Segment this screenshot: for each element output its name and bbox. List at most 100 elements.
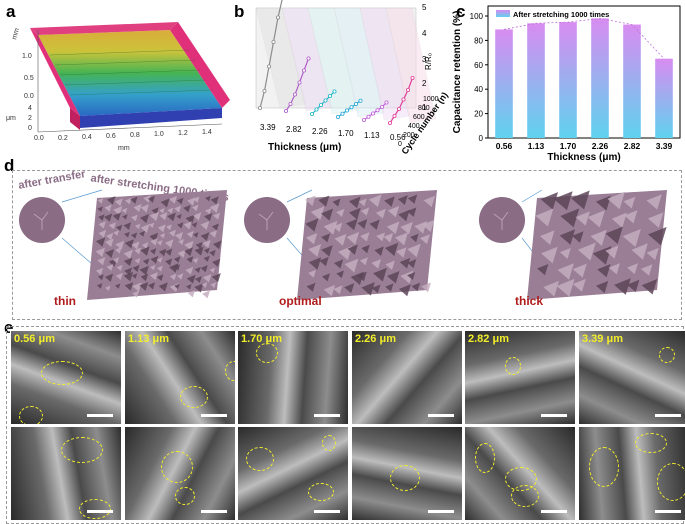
fold-facet	[115, 283, 121, 289]
fold-facet	[105, 285, 111, 291]
sem-image: 0.56 μm	[10, 330, 122, 425]
fold-facet	[98, 229, 107, 238]
panel-a-letter: a	[6, 2, 16, 21]
thickness-tick: 1.13	[364, 131, 380, 140]
fold-facet	[165, 239, 174, 248]
fold-facet	[421, 282, 431, 293]
fold-facet	[134, 258, 141, 264]
fold-facet	[132, 264, 140, 272]
fold-facet	[108, 222, 116, 230]
fold-facet	[595, 195, 611, 211]
fold-facet	[173, 256, 181, 263]
fold-facet	[648, 226, 667, 246]
panel-c-x-label: Thickness (μm)	[547, 152, 620, 163]
fold-facet	[139, 230, 146, 237]
fold-facet	[334, 233, 347, 246]
fold-facet	[165, 248, 173, 256]
fold-facet	[611, 212, 627, 228]
fold-facet	[400, 270, 414, 284]
panel-c-chart: 0 20 40 60 80 100 0.56 1.13 1.70 2.26 2.82 3.39 Aft…	[452, 5, 681, 163]
fold-facet	[130, 196, 138, 204]
inset-fold	[258, 211, 274, 230]
fold-facet	[590, 229, 607, 246]
data-point	[336, 115, 341, 120]
highlight-ring	[19, 406, 43, 424]
fold-facet	[356, 271, 367, 282]
state-label-thin: thin	[54, 294, 76, 308]
data-point	[284, 109, 289, 114]
state-label-optimal: optimal	[279, 294, 322, 308]
fold-facet	[386, 221, 400, 235]
data-point	[358, 98, 363, 103]
fold-facet	[166, 224, 172, 231]
fold-facet	[347, 244, 358, 255]
fold-facet	[348, 196, 361, 209]
panel-a-x-tick: 0.0	[34, 135, 44, 142]
scale-bar	[541, 414, 567, 417]
fold-facet	[399, 257, 411, 269]
fold-facet	[395, 232, 409, 246]
fold-facet	[422, 219, 435, 232]
leader-line	[61, 189, 103, 203]
fold-facet	[572, 278, 586, 292]
fold-facet	[156, 257, 163, 263]
sem-image: 2.26 μm	[351, 330, 463, 425]
fold-facet	[383, 232, 394, 243]
fold-facet	[139, 265, 149, 276]
highlight-ring	[61, 437, 103, 463]
membrane-illustrations	[19, 189, 667, 300]
fold-facet	[210, 282, 217, 289]
fold-facet	[358, 198, 367, 207]
fold-facet	[168, 229, 176, 237]
fold-facet	[360, 207, 370, 216]
fold-facet	[646, 194, 662, 210]
data-point	[293, 92, 298, 97]
fold-facet	[134, 247, 142, 255]
thickness-tick: 1.70	[338, 129, 354, 138]
data-point	[401, 97, 406, 102]
fold-facet	[156, 240, 163, 246]
fold-facet	[575, 211, 590, 226]
fold-facet	[124, 231, 130, 238]
fold-facet	[623, 196, 636, 209]
fold-facet	[142, 258, 150, 265]
fold-facet	[115, 272, 123, 280]
data-point	[319, 103, 324, 108]
sem-image	[578, 426, 685, 521]
highlight-ring	[505, 467, 537, 491]
scale-bar	[201, 510, 227, 513]
data-point	[340, 111, 345, 116]
fold-facet	[368, 194, 382, 208]
fold-facet	[173, 264, 181, 271]
fold-facet	[361, 282, 375, 296]
data-point	[366, 114, 371, 119]
fold-facet	[361, 244, 370, 254]
thickness-label: 2.26 μm	[355, 333, 396, 345]
data-point	[379, 105, 384, 110]
fold-facet	[140, 204, 150, 213]
fold-facet	[387, 206, 400, 218]
fold-facet	[310, 206, 325, 221]
fold-facet	[183, 221, 192, 230]
fold-facet	[210, 196, 219, 205]
fold-facet	[640, 264, 653, 276]
fold-facet	[147, 282, 156, 290]
fold-facet	[308, 257, 322, 270]
highlight-ring	[475, 443, 495, 473]
bar	[623, 24, 641, 138]
cycle-tick: 600	[413, 114, 425, 121]
panel-d-frame	[12, 170, 682, 320]
data-point	[384, 100, 389, 105]
fold-facet	[386, 270, 400, 284]
fold-facet	[305, 218, 319, 232]
fold-facet	[115, 240, 125, 250]
fold-facet	[192, 204, 199, 212]
panel-a-x-tick: 0.8	[130, 132, 140, 139]
highlight-ring	[659, 347, 675, 363]
thickness-tick: 3.39	[260, 123, 276, 132]
highlight-ring	[180, 386, 208, 408]
fold-facet	[608, 263, 621, 275]
fold-facet	[121, 207, 128, 214]
fold-facet	[204, 213, 213, 222]
fold-facet	[184, 240, 194, 251]
